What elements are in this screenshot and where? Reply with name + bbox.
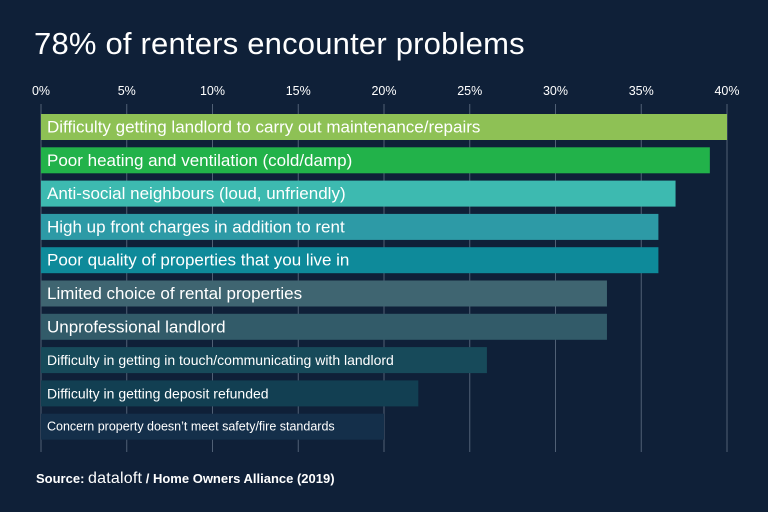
bar-label: Poor quality of properties that you live… — [47, 251, 349, 270]
x-tick-label: 25% — [457, 84, 482, 98]
source-brand: dataloft — [88, 470, 143, 487]
x-tick-label: 15% — [286, 84, 311, 98]
source-rest: / Home Owners Alliance (2019) — [145, 471, 335, 486]
bar — [41, 114, 727, 140]
bar — [41, 180, 676, 207]
bar-label: High up front charges in addition to ren… — [47, 217, 345, 236]
source-note: Source: dataloft / Home Owners Alliance … — [36, 470, 335, 488]
x-tick-label: 0% — [32, 84, 50, 98]
bar-label: Concern property doesn’t meet safety/fir… — [47, 420, 335, 434]
source-prefix: Source: — [36, 471, 85, 486]
chart-title: 78% of renters encounter problems — [34, 26, 525, 61]
x-tick-label: 10% — [200, 84, 225, 98]
x-tick-labels: 0% 5% 10% 15% 20% 25% 30% 35% 40% — [32, 84, 740, 98]
bar — [41, 347, 487, 374]
bar — [41, 313, 607, 340]
bar-label: Limited choice of rental properties — [47, 284, 302, 303]
bar — [41, 413, 384, 440]
x-tick-label: 30% — [543, 84, 568, 98]
bar-label: Difficulty in getting deposit refunded — [47, 385, 269, 401]
bar-label: Difficulty getting landlord to carry out… — [47, 118, 480, 137]
bar — [41, 247, 659, 274]
bar-label: Poor heating and ventilation (cold/damp) — [47, 151, 352, 170]
x-tick-label: 20% — [371, 84, 396, 98]
x-tick-label: 5% — [118, 84, 136, 98]
x-tick-label: 40% — [714, 84, 739, 98]
bar-label: Anti-social neighbours (loud, unfriendly… — [47, 184, 346, 203]
bars — [41, 114, 727, 440]
x-tick-label: 35% — [629, 84, 654, 98]
bar — [41, 147, 710, 174]
bar — [41, 213, 659, 240]
bar-labels: Difficulty getting landlord to carry out… — [47, 118, 480, 434]
bar — [41, 380, 419, 407]
bar-label: Difficulty in getting in touch/communica… — [47, 352, 394, 368]
bar-label: Unprofessional landlord — [47, 317, 226, 336]
bar — [41, 280, 607, 307]
